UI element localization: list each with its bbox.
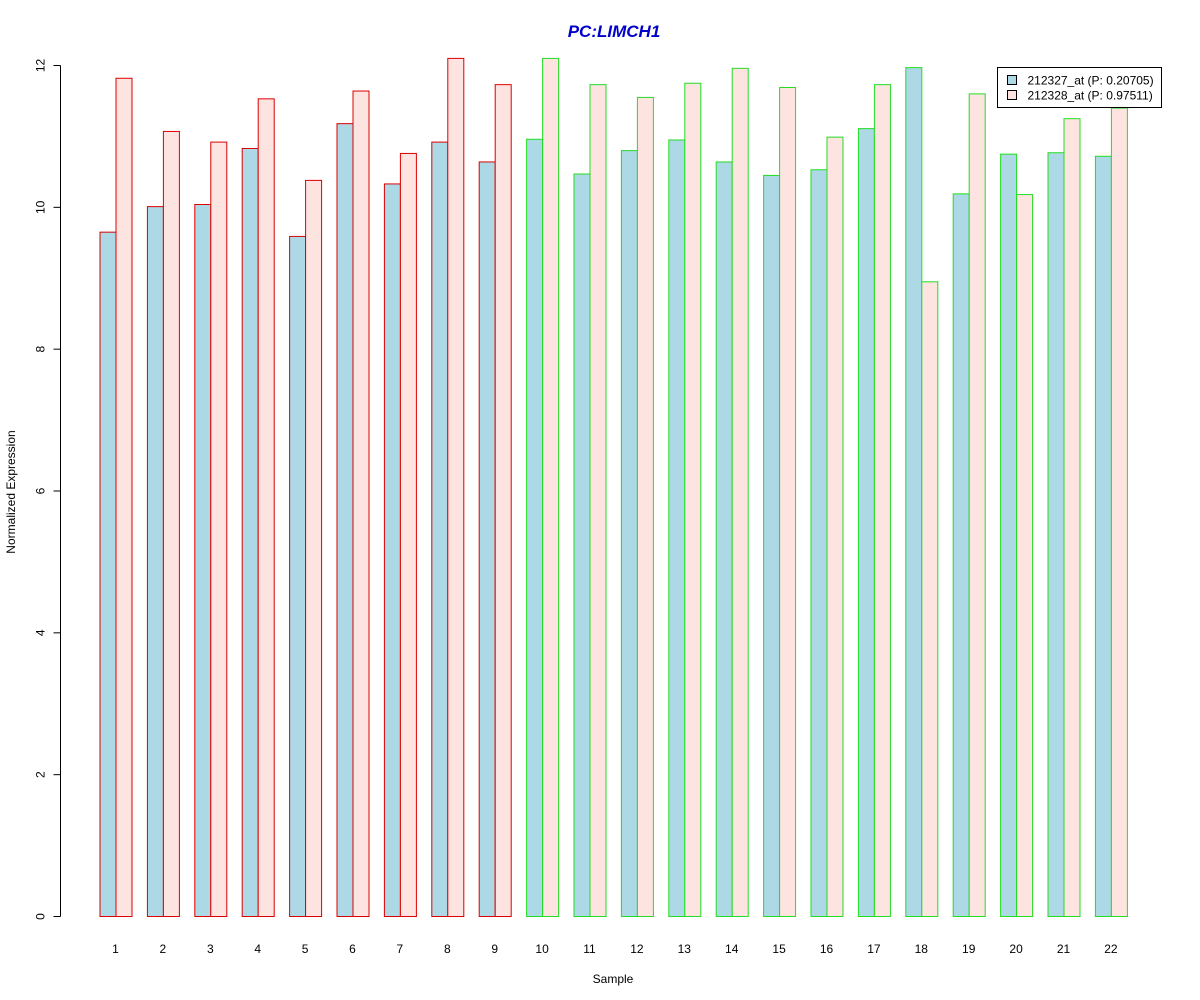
y-tick-label: 2 (34, 771, 48, 778)
legend: 212327_at (P: 0.20705)212328_at (P: 0.97… (997, 67, 1162, 108)
bar-series2-sample-21 (1063, 118, 1081, 917)
y-tick-label: 6 (34, 487, 48, 494)
bar-series1-sample-4 (241, 147, 259, 918)
bar-series1-sample-19 (952, 193, 970, 917)
bar-series1-sample-17 (857, 128, 875, 917)
bar-series2-sample-4 (257, 98, 275, 918)
bar-series2-sample-1 (115, 77, 133, 917)
bar-series2-sample-17 (873, 84, 891, 917)
y-tick-label: 12 (34, 59, 48, 73)
bar-series1-sample-22 (1094, 155, 1112, 918)
x-tick-label: 6 (349, 942, 356, 956)
bar-series2-sample-7 (399, 152, 417, 918)
bar-series2-sample-2 (162, 130, 180, 917)
x-axis-tick-labels: 1 2 3 4 5 6 7 8 9 10 11 12 13 14 15 16 17 18 19 20 21 22 (112, 942, 1118, 956)
bar-series1-sample-6 (336, 123, 354, 917)
x-tick-label: 5 (302, 942, 309, 956)
x-tick-label: 11 (583, 942, 596, 956)
bar-series2-sample-18 (921, 281, 939, 917)
bar-series2-sample-16 (826, 136, 844, 917)
bar-series2-sample-22 (1110, 107, 1128, 918)
x-tick-label: 17 (867, 942, 881, 956)
bar-series1-sample-2 (146, 206, 164, 918)
x-tick-label: 2 (160, 942, 167, 956)
y-axis: 0 2 4 6 8 10 12 (34, 59, 61, 920)
bar-series1-sample-21 (1047, 152, 1065, 918)
bar-series1-sample-3 (194, 203, 212, 918)
x-tick-label: 9 (491, 942, 498, 956)
bar-series1-sample-13 (668, 139, 686, 917)
x-tick-label: 14 (725, 942, 739, 956)
x-tick-label: 22 (1104, 942, 1118, 956)
bar-series1-sample-12 (620, 150, 638, 918)
x-tick-label: 16 (820, 942, 834, 956)
chart-title: PC:LIMCH1 (568, 22, 661, 41)
bar-series1-sample-8 (431, 141, 449, 917)
bar-series2-sample-3 (210, 141, 228, 917)
bar-series1-sample-7 (383, 183, 401, 917)
bar-series1-sample-15 (763, 174, 781, 917)
x-tick-label: 8 (444, 942, 451, 956)
x-tick-label: 12 (630, 942, 644, 956)
bar-series2-sample-5 (305, 179, 323, 917)
x-tick-label: 15 (772, 942, 786, 956)
x-tick-label: 1 (112, 942, 119, 956)
x-tick-label: 21 (1057, 942, 1071, 956)
bar-series2-sample-9 (494, 84, 512, 917)
bar-series1-sample-11 (573, 173, 591, 917)
y-tick-label: 10 (34, 200, 48, 214)
legend-swatch (1007, 90, 1017, 100)
bar-series2-sample-12 (636, 96, 654, 918)
x-tick-label: 20 (1009, 942, 1023, 956)
x-axis-label: Sample (593, 972, 634, 986)
bar-series1-sample-20 (1000, 153, 1018, 918)
x-tick-label: 3 (207, 942, 214, 956)
x-tick-label: 4 (254, 942, 261, 956)
x-tick-label: 13 (678, 942, 692, 956)
bar-series1-sample-10 (526, 138, 544, 917)
bar-series2-sample-13 (684, 82, 702, 917)
x-tick-label: 19 (962, 942, 976, 956)
x-tick-label: 10 (535, 942, 549, 956)
bar-series1-sample-1 (99, 231, 117, 917)
bars (99, 57, 1128, 918)
bar-series2-sample-20 (1016, 194, 1034, 917)
y-tick-label: 4 (34, 629, 48, 636)
x-tick-label: 7 (397, 942, 404, 956)
y-axis-label: Normalized Expression (4, 430, 18, 553)
bar-series2-sample-15 (779, 86, 797, 917)
bar-series2-sample-14 (731, 67, 749, 917)
bar-series1-sample-16 (810, 169, 828, 917)
bar-series2-sample-8 (447, 57, 465, 918)
x-tick-label: 18 (915, 942, 929, 956)
bar-series1-sample-9 (478, 161, 496, 918)
bar-series2-sample-19 (968, 93, 986, 918)
y-tick-label: 8 (34, 346, 48, 353)
legend-label: 212328_at (P: 0.97511) (1028, 89, 1153, 103)
bar-series2-sample-6 (352, 90, 370, 917)
bar-series2-sample-11 (589, 84, 607, 917)
y-tick-label: 0 (34, 913, 48, 920)
legend-swatch (1007, 75, 1017, 85)
bar-series1-sample-14 (715, 161, 733, 918)
legend-label: 212327_at (P: 0.20705) (1028, 74, 1154, 88)
bar-series1-sample-5 (289, 235, 307, 917)
legend-box (997, 67, 1162, 108)
bar-series1-sample-18 (905, 67, 923, 917)
bar-series2-sample-10 (542, 57, 560, 918)
